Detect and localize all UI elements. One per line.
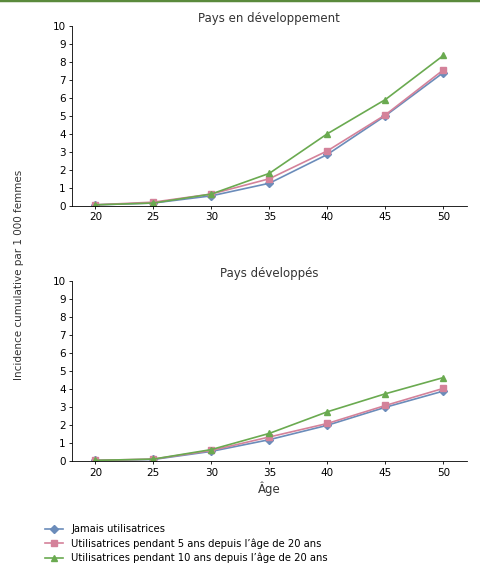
Line: Jamais utilisatrices: Jamais utilisatrices	[92, 388, 445, 463]
Jamais utilisatrices	[382, 112, 387, 119]
Utilisatrices pendant 5 ans depuis l’âge de 20 ans	[92, 457, 98, 464]
Utilisatrices pendant 5 ans depuis l’âge de 20 ans	[266, 434, 272, 441]
Utilisatrices pendant 5 ans depuis l’âge de 20 ans	[382, 402, 387, 409]
Utilisatrices pendant 10 ans depuis l’âge de 20 ans	[208, 191, 214, 198]
Utilisatrices pendant 10 ans depuis l’âge de 20 ans	[92, 457, 98, 464]
Utilisatrices pendant 5 ans depuis l’âge de 20 ans	[324, 147, 330, 154]
Jamais utilisatrices	[150, 199, 156, 206]
Utilisatrices pendant 5 ans depuis l’âge de 20 ans	[92, 201, 98, 208]
Utilisatrices pendant 10 ans depuis l’âge de 20 ans	[208, 446, 214, 453]
X-axis label: Âge: Âge	[257, 482, 280, 496]
Utilisatrices pendant 10 ans depuis l’âge de 20 ans	[324, 130, 330, 137]
Jamais utilisatrices	[266, 436, 272, 443]
Utilisatrices pendant 10 ans depuis l’âge de 20 ans	[324, 409, 330, 415]
Utilisatrices pendant 10 ans depuis l’âge de 20 ans	[382, 96, 387, 103]
Utilisatrices pendant 5 ans depuis l’âge de 20 ans	[324, 420, 330, 427]
Jamais utilisatrices	[208, 448, 214, 455]
Utilisatrices pendant 5 ans depuis l’âge de 20 ans	[150, 456, 156, 462]
Utilisatrices pendant 5 ans depuis l’âge de 20 ans	[208, 447, 214, 454]
Utilisatrices pendant 10 ans depuis l’âge de 20 ans	[150, 456, 156, 462]
Legend: Jamais utilisatrices, Utilisatrices pendant 5 ans depuis l’âge de 20 ans, Utilis: Jamais utilisatrices, Utilisatrices pend…	[43, 522, 329, 565]
Line: Utilisatrices pendant 10 ans depuis l’âge de 20 ans: Utilisatrices pendant 10 ans depuis l’âg…	[92, 53, 445, 207]
Utilisatrices pendant 10 ans depuis l’âge de 20 ans	[440, 52, 445, 59]
Line: Utilisatrices pendant 10 ans depuis l’âge de 20 ans: Utilisatrices pendant 10 ans depuis l’âg…	[92, 375, 445, 463]
Utilisatrices pendant 5 ans depuis l’âge de 20 ans	[208, 191, 214, 198]
Line: Jamais utilisatrices: Jamais utilisatrices	[92, 70, 445, 207]
Utilisatrices pendant 10 ans depuis l’âge de 20 ans	[266, 170, 272, 177]
Line: Utilisatrices pendant 5 ans depuis l’âge de 20 ans: Utilisatrices pendant 5 ans depuis l’âge…	[92, 386, 445, 463]
Line: Utilisatrices pendant 5 ans depuis l’âge de 20 ans: Utilisatrices pendant 5 ans depuis l’âge…	[92, 67, 445, 207]
Utilisatrices pendant 10 ans depuis l’âge de 20 ans	[266, 430, 272, 437]
Text: Incidence cumulative par 1 000 femmes: Incidence cumulative par 1 000 femmes	[14, 170, 24, 380]
Jamais utilisatrices	[150, 456, 156, 463]
Utilisatrices pendant 5 ans depuis l’âge de 20 ans	[440, 66, 445, 73]
Utilisatrices pendant 10 ans depuis l’âge de 20 ans	[440, 374, 445, 381]
Title: Pays développés: Pays développés	[220, 267, 318, 280]
Jamais utilisatrices	[266, 180, 272, 187]
Utilisatrices pendant 5 ans depuis l’âge de 20 ans	[266, 175, 272, 182]
Jamais utilisatrices	[324, 151, 330, 158]
Utilisatrices pendant 10 ans depuis l’âge de 20 ans	[150, 199, 156, 206]
Utilisatrices pendant 10 ans depuis l’âge de 20 ans	[382, 390, 387, 397]
Jamais utilisatrices	[440, 388, 445, 395]
Title: Pays en développement: Pays en développement	[198, 11, 339, 25]
Utilisatrices pendant 10 ans depuis l’âge de 20 ans	[92, 201, 98, 208]
Utilisatrices pendant 5 ans depuis l’âge de 20 ans	[382, 111, 387, 118]
Jamais utilisatrices	[440, 69, 445, 76]
Utilisatrices pendant 5 ans depuis l’âge de 20 ans	[150, 199, 156, 206]
Jamais utilisatrices	[324, 422, 330, 429]
Jamais utilisatrices	[92, 457, 98, 464]
Jamais utilisatrices	[208, 193, 214, 199]
Jamais utilisatrices	[382, 404, 387, 411]
Utilisatrices pendant 5 ans depuis l’âge de 20 ans	[440, 385, 445, 392]
Jamais utilisatrices	[92, 201, 98, 208]
